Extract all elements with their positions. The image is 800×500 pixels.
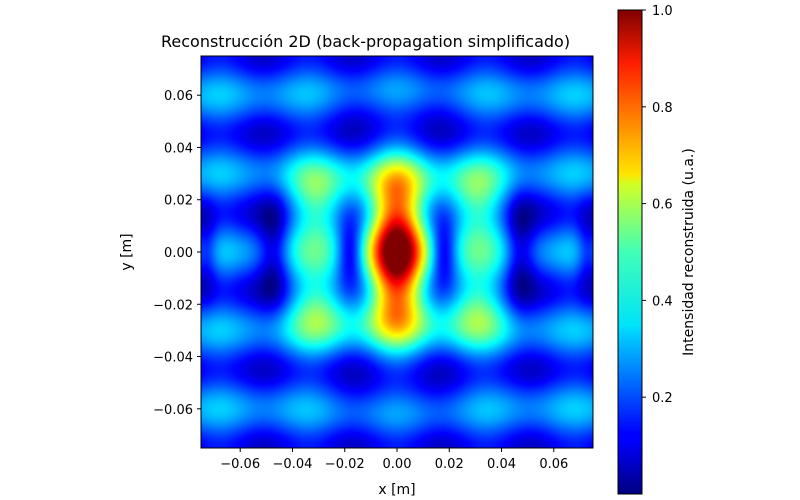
colorbar-frame xyxy=(617,9,643,495)
x-tick-label: −0.04 xyxy=(273,457,313,472)
heatmap-plot-area xyxy=(200,55,594,449)
title-clip-mask xyxy=(618,8,800,500)
x-tick-label: −0.02 xyxy=(325,457,365,472)
x-axis-label: x [m] xyxy=(378,482,415,498)
y-tick-label: −0.02 xyxy=(153,298,193,313)
colorbar-tick-label: 0.8 xyxy=(652,101,673,116)
y-tick-label: 0.02 xyxy=(164,194,193,209)
x-axis: −0.06 −0.04 −0.02 0.00 0.02 0.04 0.06 xyxy=(220,448,568,472)
colorbar-tick-label: 0.4 xyxy=(652,294,673,309)
y-tick-label: −0.04 xyxy=(153,351,193,366)
colorbar: 0.2 0.4 0.6 0.8 1.0 Intensidad reconstruida … xyxy=(617,4,697,495)
x-tick-label: −0.06 xyxy=(220,457,260,472)
y-tick-label: 0.04 xyxy=(164,141,193,156)
x-tick-label: 0.02 xyxy=(435,457,464,472)
colorbar-gradient xyxy=(618,10,642,494)
heatmap-image xyxy=(201,56,593,448)
colorbar-tick-label: 1.0 xyxy=(652,4,673,19)
x-tick-label: 0.00 xyxy=(383,457,412,472)
heatmap-image-holder xyxy=(201,56,593,448)
colorbar-tick-label: 0.6 xyxy=(652,198,673,213)
y-tick-label: 0.00 xyxy=(164,246,193,261)
x-tick-label: 0.04 xyxy=(487,457,516,472)
y-axis-label: y [m] xyxy=(119,233,135,270)
y-tick-label: −0.06 xyxy=(153,403,193,418)
colorbar-tick-label: 0.2 xyxy=(652,391,673,406)
y-axis: 0.06 0.04 0.02 0.00 −0.02 −0.04 −0.06 xyxy=(153,89,201,418)
colorbar-ticks: 0.2 0.4 0.6 0.8 1.0 xyxy=(642,4,673,406)
y-tick-label: 0.06 xyxy=(164,89,193,104)
colorbar-label: Intensidad reconstruida (u.a.) xyxy=(681,148,697,356)
chart-title: Reconstrucción 2D (back-propagation simp… xyxy=(161,32,570,51)
x-tick-label: 0.06 xyxy=(539,457,568,472)
